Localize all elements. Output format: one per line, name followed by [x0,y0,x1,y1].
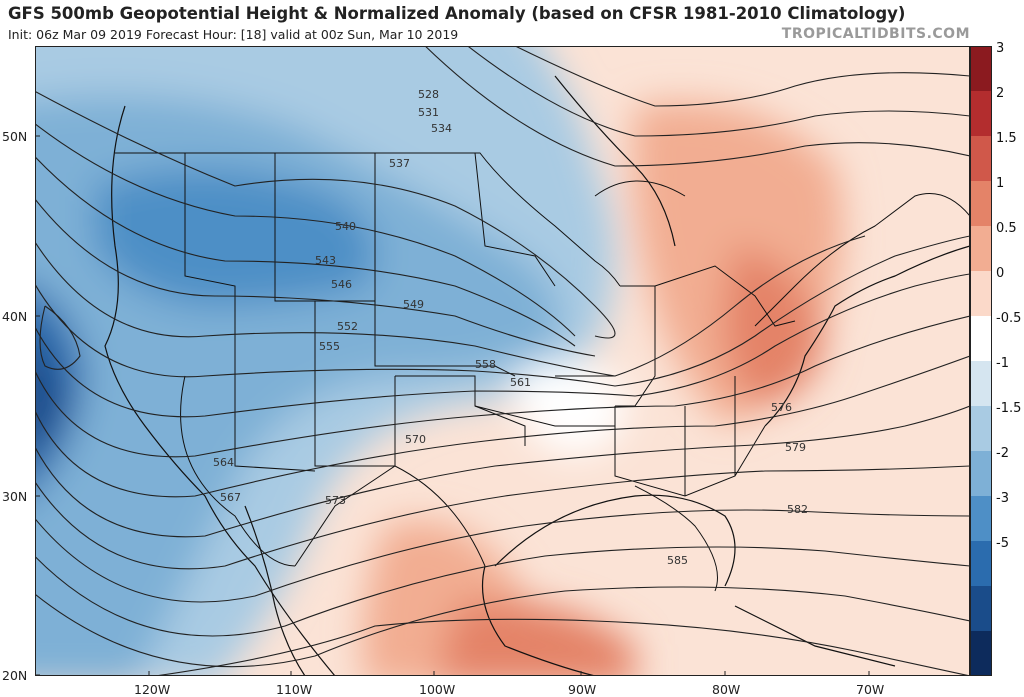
colorbar-segment [970,631,992,676]
contour-label: 531 [418,106,439,119]
colorbar-tick: 2 [996,86,1005,101]
lat-label-20n: 20N [2,668,28,683]
height-contours [35,46,970,676]
lat-label-50n: 50N [2,129,28,144]
colorbar-segment [970,586,992,632]
contour-label: 528 [418,88,439,101]
colorbar-tick: -1.5 [996,401,1022,416]
contour-label: 585 [667,554,688,567]
colorbar-segment [970,496,992,542]
colorbar-tick: -0.5 [996,311,1022,326]
contour-label: 576 [771,401,792,414]
map-subtitle: Init: 06z Mar 09 2019 Forecast Hour: [18… [8,27,459,42]
colorbar-segment [970,451,992,497]
map-frame [35,46,970,676]
contour-label: 534 [431,122,452,135]
contour-label: 561 [510,376,531,389]
political-borders [115,152,970,592]
anomaly-shading [35,46,843,676]
colorbar-segment [970,406,992,452]
map-title: GFS 500mb Geopotential Height & Normaliz… [8,4,906,23]
colorbar-segment [970,316,992,362]
colorbar-tick: 3 [996,41,1005,56]
colorbar-tick: 0.5 [996,221,1017,236]
lon-label-90w: 90W [568,682,597,697]
colorbar-tick: -3 [996,491,1009,506]
anomaly-colorbar [970,46,992,676]
colorbar-segment [970,91,992,137]
contour-label: 537 [389,157,410,170]
contour-label: 564 [213,456,234,469]
lat-label-40n: 40N [2,309,28,324]
contour-label: 558 [475,358,496,371]
lon-label-120w: 120W [134,682,171,697]
lon-label-80w: 80W [712,682,741,697]
colorbar-tick: 1.5 [996,131,1017,146]
contour-label: 570 [405,433,426,446]
contour-label: 579 [785,441,806,454]
colorbar-tick: 0 [996,266,1005,281]
colorbar-tick: 1 [996,176,1005,191]
lon-label-100w: 100W [419,682,456,697]
colorbar-segment [970,226,992,272]
colorbar-tick: -5 [996,536,1009,551]
colorbar-segment [970,361,992,407]
colorbar-segment [970,271,992,317]
colorbar-segment [970,136,992,182]
colorbar-tick: -1 [996,356,1009,371]
colorbar-segment [970,46,992,92]
colorbar-segment [970,541,992,587]
colorbar-tick: -2 [996,446,1009,461]
contour-label: 573 [325,494,346,507]
brand-watermark: TROPICALTIDBITS.COM [781,26,970,42]
lon-label-110w: 110W [276,682,313,697]
anomaly-map: 528 531 534 537 540 543 546 549 552 555 … [35,46,970,676]
contour-label: 540 [335,220,356,233]
contour-label: 546 [331,278,352,291]
coastlines [104,75,970,676]
contour-label: 582 [787,503,808,516]
contour-label-group: 528 531 534 537 540 543 546 549 552 555 … [213,88,808,567]
lat-label-30n: 30N [2,489,28,504]
contour-label: 543 [315,254,336,267]
lon-label-70w: 70W [856,682,885,697]
contour-label: 552 [337,320,358,333]
colorbar-segment [970,181,992,227]
contour-label: 555 [319,340,340,353]
contour-label: 567 [220,491,241,504]
contour-label: 549 [403,298,424,311]
